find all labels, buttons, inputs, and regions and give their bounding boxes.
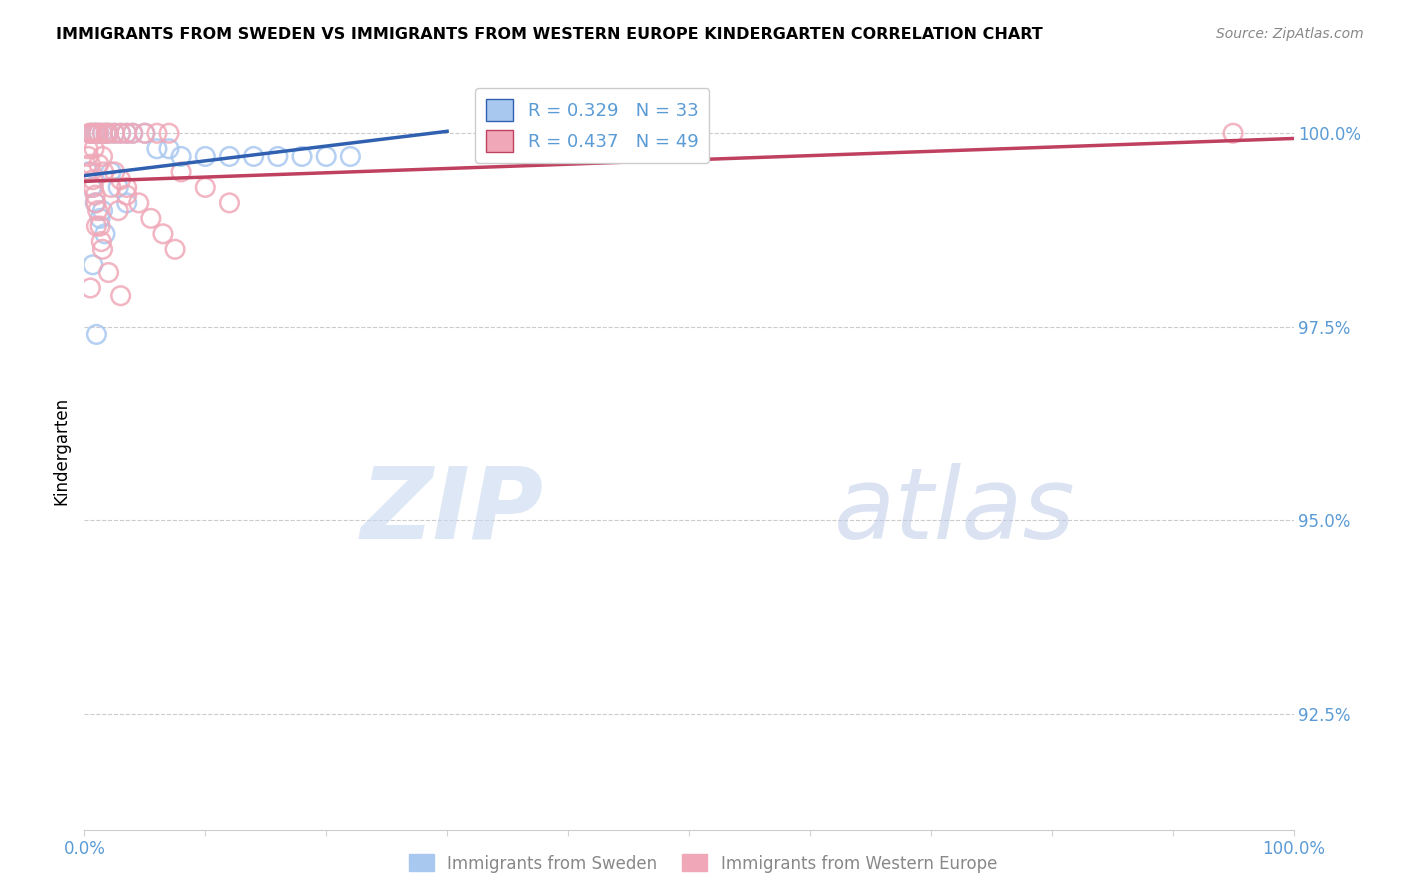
Point <box>82 258 104 272</box>
Point <box>91 126 114 140</box>
Text: atlas: atlas <box>834 463 1076 559</box>
Point <box>79 126 101 140</box>
Point <box>121 126 143 140</box>
Point <box>139 211 162 226</box>
Point <box>218 195 240 210</box>
Point <box>77 149 100 163</box>
Point <box>291 149 314 163</box>
Point <box>89 211 111 226</box>
Point <box>91 126 114 140</box>
Point <box>157 126 180 140</box>
Point <box>104 165 127 179</box>
Point <box>83 126 105 140</box>
Point <box>110 126 132 140</box>
Point <box>115 126 138 140</box>
Point <box>80 126 103 140</box>
Point <box>339 149 361 163</box>
Point <box>1222 126 1244 140</box>
Point <box>91 242 114 256</box>
Point <box>157 142 180 156</box>
Point <box>97 266 120 280</box>
Point <box>86 327 108 342</box>
Point <box>83 142 105 156</box>
Point <box>107 203 129 218</box>
Point <box>91 149 114 163</box>
Point <box>104 126 127 140</box>
Point <box>94 126 117 140</box>
Point <box>115 180 138 194</box>
Point <box>77 165 100 179</box>
Point <box>86 203 108 218</box>
Text: ZIP: ZIP <box>361 463 544 559</box>
Point <box>84 188 107 202</box>
Point <box>115 188 138 202</box>
Point <box>110 289 132 303</box>
Point <box>128 195 150 210</box>
Text: Source: ZipAtlas.com: Source: ZipAtlas.com <box>1216 27 1364 41</box>
Point <box>84 195 107 210</box>
Point <box>89 219 111 233</box>
Point <box>152 227 174 241</box>
Point <box>94 227 117 241</box>
Point <box>170 149 193 163</box>
Point <box>84 195 107 210</box>
Point <box>315 149 337 163</box>
Point <box>134 126 156 140</box>
Legend: R = 0.329   N = 33, R = 0.437   N = 49: R = 0.329 N = 33, R = 0.437 N = 49 <box>475 88 709 162</box>
Point <box>86 126 108 140</box>
Point <box>194 149 217 163</box>
Point <box>267 149 290 163</box>
Point <box>77 126 100 140</box>
Point <box>100 165 122 179</box>
Point <box>97 126 120 140</box>
Point <box>77 142 100 156</box>
Point <box>79 157 101 171</box>
Point <box>110 172 132 186</box>
Point <box>80 165 103 179</box>
Point <box>134 126 156 140</box>
Point <box>87 157 110 171</box>
Point <box>93 165 115 179</box>
Point <box>82 180 104 194</box>
Point <box>91 203 114 218</box>
Point <box>121 126 143 140</box>
Point <box>94 126 117 140</box>
Point <box>242 149 264 163</box>
Text: IMMIGRANTS FROM SWEDEN VS IMMIGRANTS FROM WESTERN EUROPE KINDERGARTEN CORRELATIO: IMMIGRANTS FROM SWEDEN VS IMMIGRANTS FRO… <box>56 27 1043 42</box>
Point <box>115 195 138 210</box>
Point <box>170 165 193 179</box>
Point <box>87 126 110 140</box>
Point <box>86 126 108 140</box>
Point <box>104 126 127 140</box>
Point <box>115 126 138 140</box>
Point <box>218 149 240 163</box>
Legend: Immigrants from Sweden, Immigrants from Western Europe: Immigrants from Sweden, Immigrants from … <box>402 847 1004 880</box>
Point <box>90 235 112 249</box>
Point <box>86 219 108 233</box>
Point <box>83 126 105 140</box>
Point <box>80 180 103 194</box>
Point <box>165 242 187 256</box>
Point <box>79 281 101 295</box>
Y-axis label: Kindergarten: Kindergarten <box>52 396 70 505</box>
Point <box>97 126 120 140</box>
Point <box>146 142 169 156</box>
Point <box>194 180 217 194</box>
Point <box>100 180 122 194</box>
Point <box>107 180 129 194</box>
Point <box>110 126 132 140</box>
Point <box>146 126 169 140</box>
Point <box>82 172 104 186</box>
Point <box>87 126 110 140</box>
